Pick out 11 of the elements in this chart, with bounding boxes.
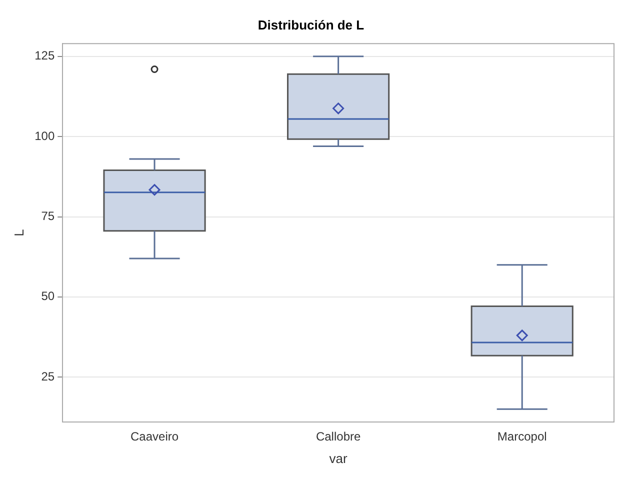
y-tick-label: 75 bbox=[41, 209, 55, 224]
y-tick-label: 25 bbox=[41, 369, 55, 384]
y-axis-title: L bbox=[11, 229, 26, 236]
y-tick-label: 50 bbox=[41, 289, 55, 304]
y-tick-label: 100 bbox=[34, 128, 55, 143]
x-tick-label: Caaveiro bbox=[130, 430, 179, 444]
x-tick-label: Marcopol bbox=[497, 430, 547, 444]
y-tick-label: 125 bbox=[34, 48, 55, 63]
chart-title: Distribución de L bbox=[258, 17, 364, 32]
x-axis-title: var bbox=[329, 450, 348, 466]
x-tick-label: Callobre bbox=[316, 430, 361, 444]
